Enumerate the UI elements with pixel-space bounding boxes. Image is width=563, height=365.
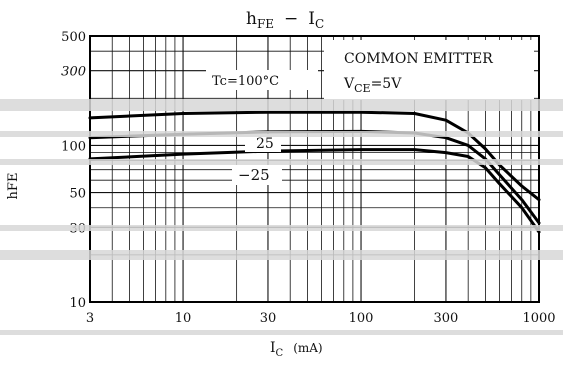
y-tick-label: 10	[69, 296, 86, 311]
x-tick-label: 100	[349, 311, 374, 326]
x-tick-label: 300	[434, 311, 459, 326]
y-tick-label: 500	[61, 30, 86, 45]
x-tick-label: 10	[175, 311, 192, 326]
title-ic-sub: C	[315, 17, 324, 31]
condition-vce-value: =5V	[371, 76, 403, 92]
title-main: h	[246, 9, 257, 29]
label-bg-100	[206, 70, 318, 90]
condition-common-emitter: COMMON EMITTER	[344, 51, 493, 67]
condition-vce: VCE=5V	[343, 76, 402, 95]
x-tick-label: 1000	[522, 311, 555, 326]
annotation-box	[324, 40, 534, 100]
title-ic: I	[308, 9, 315, 29]
label-bg-m25	[232, 165, 282, 185]
chart-title: hFE − IC	[246, 9, 324, 31]
series-label-minus25: −25	[238, 166, 270, 184]
series-line-0	[88, 110, 541, 202]
x-axis-label: IC (mA)	[270, 340, 323, 359]
y-tick-label: 100	[61, 139, 86, 154]
condition-vce-sub: CE	[354, 82, 370, 95]
x-tick-label: 3	[86, 311, 94, 326]
x-label-main: I	[270, 340, 276, 356]
series-label-25: 25	[256, 136, 274, 152]
plot-frame	[89, 35, 540, 303]
series-label-100c: Tc=100°C	[212, 74, 279, 89]
y-tick-label: 300	[61, 65, 86, 80]
condition-vce-main: V	[343, 76, 355, 92]
label-bg-25	[245, 134, 281, 152]
y-tick-label: 50	[69, 187, 86, 202]
title-main-sub: FE	[257, 17, 274, 31]
title-dash: −	[284, 9, 298, 29]
series-line-2	[88, 148, 541, 234]
x-label-sub: C	[276, 348, 284, 359]
x-tick-label: 30	[260, 311, 277, 326]
y-axis-label: hFE	[6, 173, 21, 200]
x-label-unit: (mA)	[293, 341, 322, 355]
scan-artifacts	[0, 99, 563, 335]
